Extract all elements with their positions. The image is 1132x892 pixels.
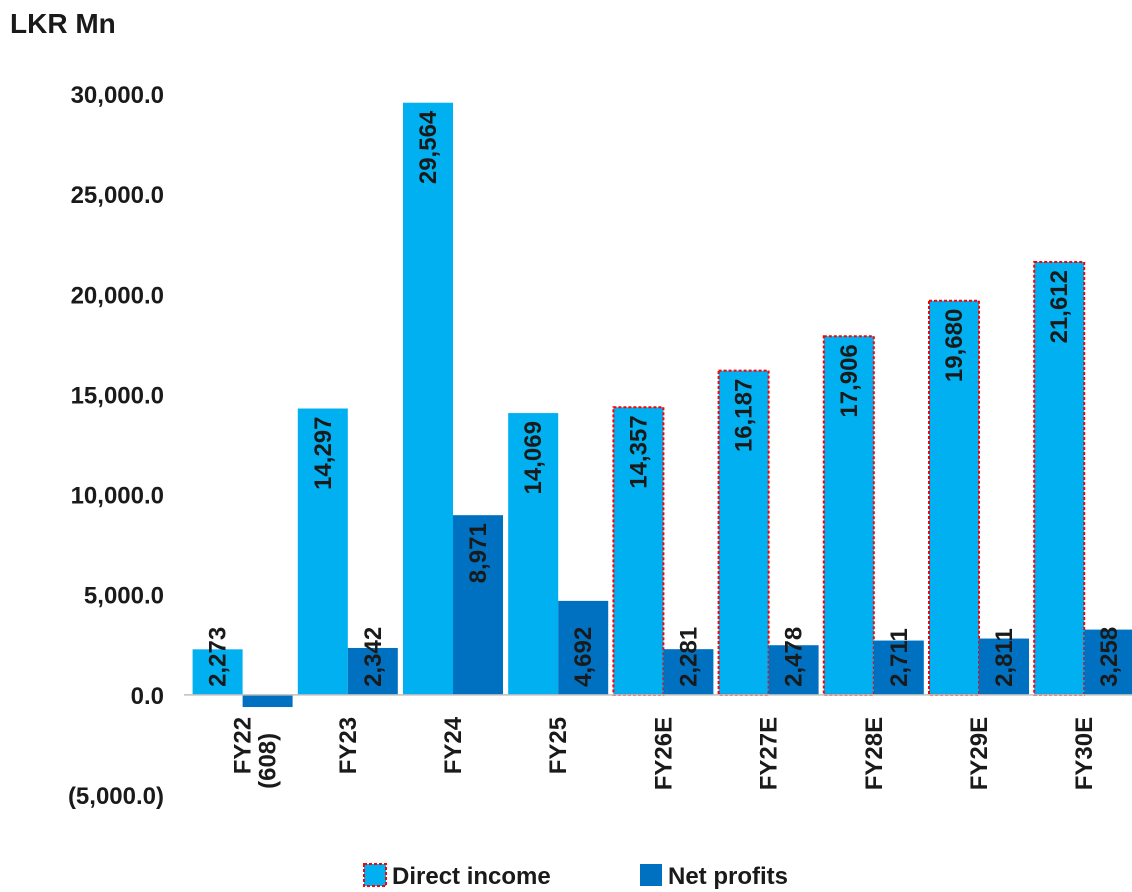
bar-direct-income [508, 413, 559, 695]
x-tick-label: FY30E [1071, 717, 1098, 790]
bars [192, 102, 1132, 708]
data-label-direct-income: 2,273 [205, 627, 232, 687]
data-label-net-profits: 2,811 [991, 628, 1018, 687]
y-tick-label: 15,000.0 [71, 382, 164, 409]
bar-net-profits [979, 638, 1029, 695]
x-tick-label: FY24 [440, 716, 467, 774]
bar-net-profits [453, 515, 503, 695]
data-label-direct-income: 29,564 [415, 110, 442, 184]
bar-direct-income [297, 408, 348, 695]
x-tick-label: FY22 [230, 717, 257, 774]
data-label-net-profits: 3,258 [1096, 627, 1123, 687]
legend-label-direct-income: Direct income [392, 863, 551, 890]
y-unit-label: LKR Mn [10, 8, 116, 39]
y-tick-label: 10,000.0 [71, 483, 164, 510]
data-label-net-profits: 2,478 [781, 627, 808, 687]
bar-direct-income [928, 299, 980, 696]
y-tick-label: 25,000.0 [71, 182, 164, 209]
x-tick-label: FY26E [650, 717, 677, 790]
data-label-net-profits: 8,971 [465, 523, 492, 583]
data-label-direct-income: 14,069 [520, 421, 547, 494]
data-labels: 2,273 (608) 14,297 2,342 29,564 8,971 14,069 4,… [205, 110, 1124, 789]
bar-direct-income [192, 649, 243, 695]
bar-direct-income [822, 335, 875, 696]
data-label-net-profits: (608) [255, 733, 282, 789]
x-tick-label: FY28E [861, 717, 888, 790]
bar-net-profits [558, 600, 609, 695]
bar-net-profits [663, 649, 714, 695]
data-label-direct-income: 21,612 [1046, 270, 1073, 343]
data-label-direct-income: 19,680 [941, 309, 968, 382]
legend: Direct income Net profits [363, 863, 788, 890]
data-label-direct-income: 14,297 [310, 417, 337, 490]
data-label-direct-income: 16,187 [731, 379, 758, 452]
x-tick-label: FY25 [545, 717, 572, 774]
bar-direct-income [717, 369, 770, 696]
y-axis-tick-labels: (5,000.0) 0.0 5,000.0 10,000.0 15,000.0 20,00… [68, 82, 164, 810]
data-label-direct-income: 14,357 [625, 415, 652, 488]
x-tick-label: FY29E [966, 717, 993, 790]
x-tick-label: FY27E [756, 717, 783, 790]
x-tick-label: FY23 [335, 717, 362, 774]
bar-net-profits [1084, 629, 1132, 695]
bar-net-profits [347, 647, 398, 695]
y-tick-label: 5,000.0 [84, 583, 164, 610]
data-label-direct-income: 17,906 [836, 344, 863, 417]
bar-net-profits [873, 640, 924, 695]
bar-net-profits [768, 645, 819, 695]
bar-direct-income [403, 102, 453, 695]
legend-swatch-direct-income [363, 863, 387, 887]
y-tick-label: 0.0 [131, 683, 164, 710]
legend-swatch-net-profits [640, 864, 662, 886]
legend-label-net-profits: Net profits [668, 863, 788, 890]
data-label-net-profits: 2,281 [675, 627, 702, 687]
y-tick-label: 20,000.0 [71, 282, 164, 309]
x-axis-tick-labels: FY22 FY23 FY24 FY25 FY26E FY27E FY28E FY29E FY30… [230, 716, 1099, 790]
bar-net-profits [242, 694, 293, 708]
y-tick-label: (5,000.0) [68, 783, 164, 810]
y-tick-label: 30,000.0 [71, 82, 164, 109]
data-label-net-profits: 2,711 [886, 628, 913, 687]
data-label-net-profits: 2,342 [360, 627, 387, 687]
data-label-net-profits: 4,692 [570, 627, 597, 687]
